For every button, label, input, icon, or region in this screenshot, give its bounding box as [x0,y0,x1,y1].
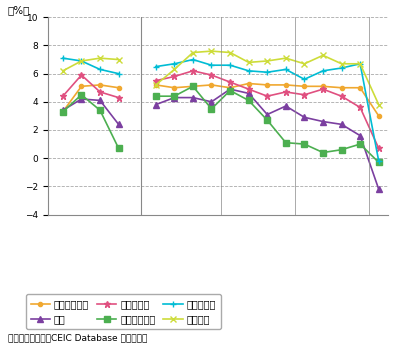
Legend: インドネシア, タイ, マレーシア, シンガポール, フィリピン, ベトナム: インドネシア, タイ, マレーシア, シンガポール, フィリピン, ベトナム [26,294,221,329]
Text: 資料：各国統計、CEIC Database から作成。: 資料：各国統計、CEIC Database から作成。 [8,334,147,343]
Text: （%）: （%） [7,5,30,15]
